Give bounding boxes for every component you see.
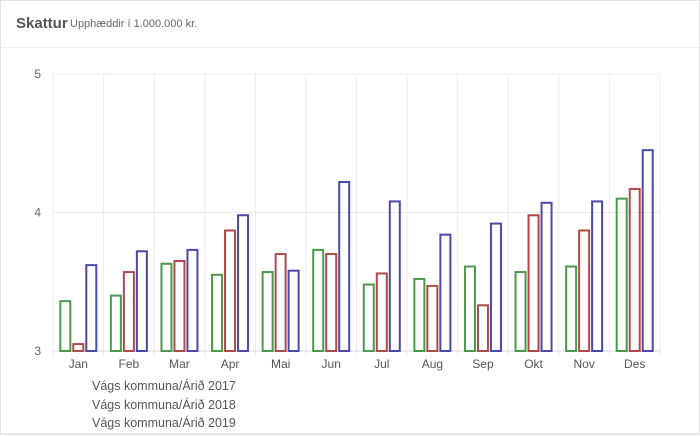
bar	[224, 229, 237, 353]
bar	[476, 304, 489, 353]
bar	[375, 272, 388, 352]
bar	[628, 187, 641, 352]
bar	[173, 259, 186, 353]
bar	[463, 265, 476, 353]
bar	[59, 300, 72, 353]
bar	[211, 273, 224, 353]
bar	[109, 294, 122, 353]
legend: Vágs kommuna/Árið 2017 Vágs kommuna/Árið…	[92, 377, 236, 433]
legend-item-2017[interactable]: Vágs kommuna/Árið 2017	[92, 379, 236, 393]
bar	[388, 200, 401, 352]
bar	[85, 264, 98, 353]
bar	[362, 283, 375, 352]
bar	[135, 250, 148, 352]
x-tick-label: Mar	[169, 357, 190, 371]
bar	[338, 181, 351, 352]
bar	[72, 343, 85, 353]
x-tick-label: Jul	[374, 357, 389, 371]
bar	[615, 197, 628, 352]
bar	[186, 248, 199, 353]
legend-item-2019[interactable]: Vágs kommuna/Árið 2019	[92, 416, 236, 430]
x-tick-label: Feb	[119, 357, 140, 371]
bar	[527, 214, 540, 352]
x-tick-label: Jan	[69, 357, 88, 371]
bar	[325, 253, 338, 352]
bar	[312, 248, 325, 353]
x-tick-label: Jun	[322, 357, 341, 371]
bar	[578, 229, 591, 353]
legend-item-2018[interactable]: Vágs kommuna/Árið 2018	[92, 397, 236, 412]
bar	[439, 233, 452, 352]
bar	[426, 284, 439, 352]
bar	[540, 201, 553, 352]
x-tick-label: Apr	[221, 357, 240, 371]
bar	[641, 149, 654, 352]
bar	[122, 271, 135, 352]
bar	[514, 271, 527, 352]
x-tick-label: Aug	[422, 357, 443, 371]
x-tick-label: Okt	[524, 357, 543, 371]
bar	[237, 214, 250, 352]
bar	[160, 262, 173, 352]
x-tick-label: Sep	[472, 357, 494, 371]
bar	[261, 271, 274, 352]
x-tick-label: Mai	[271, 357, 290, 371]
card-header: Skattur Upphæddir í 1.000.000 kr.	[1, 1, 699, 48]
y-tick-label: 3	[34, 344, 41, 358]
y-tick-label: 5	[34, 67, 41, 81]
x-tick-label: Des	[624, 357, 645, 371]
y-tick-label: 4	[34, 206, 41, 220]
bar	[591, 200, 604, 352]
bar	[565, 265, 578, 353]
chart-title: Skattur	[16, 15, 68, 32]
bar	[413, 277, 426, 353]
chart-subtitle: Upphæddir í 1.000.000 kr.	[70, 18, 198, 30]
bar	[489, 222, 502, 352]
bar	[287, 269, 300, 353]
bar	[274, 253, 287, 352]
x-tick-label: Nov	[573, 357, 594, 371]
